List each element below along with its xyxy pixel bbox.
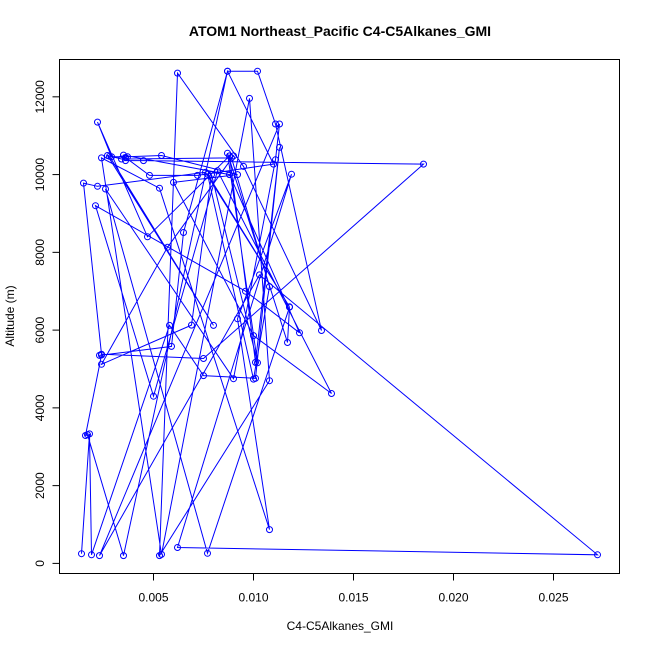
data-point: [96, 552, 103, 560]
data-point: [272, 156, 279, 164]
data-point: [200, 372, 207, 380]
data-point: [98, 360, 105, 368]
data-point: [276, 120, 283, 128]
x-tick-label: 0.020: [438, 591, 468, 605]
data-point: [94, 118, 101, 126]
data-point: [158, 550, 165, 558]
data-point: [296, 329, 303, 337]
data-point: [254, 359, 261, 367]
data-point: [242, 287, 249, 295]
y-axis-label: Altitude (m): [3, 285, 17, 346]
data-point: [230, 152, 237, 160]
data-point: [146, 171, 153, 179]
data-point: [102, 185, 109, 193]
data-point: [266, 283, 273, 291]
y-tick-label: 10000: [33, 158, 47, 192]
y-tick-label: 4000: [33, 394, 47, 421]
chart-title: ATOM1 Northeast_Pacific C4-C5Alkanes_GMI: [189, 23, 491, 39]
data-point: [140, 157, 147, 165]
data-point: [98, 154, 105, 162]
data-point: [208, 171, 215, 179]
x-tick-label: 0.010: [238, 591, 268, 605]
data-point: [230, 375, 237, 383]
data-point: [246, 94, 253, 102]
data-point: [118, 155, 125, 163]
data-point: [122, 154, 129, 161]
data-point: [122, 157, 129, 165]
data-point: [250, 375, 257, 383]
data-point: [234, 315, 241, 323]
data-point: [250, 332, 257, 340]
data-point: [224, 149, 231, 157]
series-line: [81, 69, 599, 558]
data-point: [156, 184, 163, 192]
data-series-layer: [78, 67, 601, 560]
data-point: [166, 321, 173, 329]
y-axis: 0 2000 4000 6000 8000 10000 12000: [33, 80, 60, 567]
data-point: [318, 327, 325, 334]
data-point: [82, 432, 89, 439]
data-point: [210, 321, 217, 329]
y-tick-label: 12000: [33, 80, 47, 114]
data-point: [158, 152, 165, 159]
data-point: [266, 526, 273, 534]
data-point: [80, 179, 87, 187]
data-point: [96, 351, 103, 359]
data-point: [106, 152, 113, 160]
data-point: [420, 160, 427, 168]
data-point: [94, 182, 101, 190]
data-point: [202, 168, 209, 176]
data-point: [288, 170, 295, 178]
x-tick-label: 0.025: [538, 591, 568, 605]
x-tick-label: 0.015: [338, 591, 368, 605]
data-point: [144, 233, 151, 241]
data-point: [78, 550, 85, 558]
data-point: [286, 303, 293, 311]
data-point: [92, 202, 99, 210]
data-point: [226, 171, 233, 179]
data-point: [266, 377, 273, 385]
y-tick-label: 0: [33, 560, 47, 567]
data-point: [150, 392, 157, 400]
data-point: [272, 120, 279, 128]
data-point: [88, 551, 95, 559]
data-point: [276, 143, 283, 151]
y-tick-label: 6000: [33, 316, 47, 343]
data-point: [188, 321, 195, 329]
data-point: [224, 67, 231, 75]
x-axis: 0.005 0.010 0.015 0.020 0.025: [138, 573, 569, 605]
data-point: [194, 171, 201, 179]
data-point: [204, 170, 211, 178]
data-point: [254, 67, 261, 75]
data-point: [164, 243, 171, 251]
data-point: [180, 229, 187, 236]
y-tick-label: 8000: [33, 239, 47, 266]
data-point: [170, 178, 177, 186]
data-point: [234, 171, 241, 179]
data-point: [174, 69, 181, 77]
data-point: [228, 154, 235, 162]
data-point: [214, 167, 221, 175]
data-point: [204, 549, 211, 557]
data-point: [200, 355, 207, 362]
data-point: [256, 271, 263, 279]
data-point: [328, 390, 335, 397]
data-point: [120, 552, 127, 560]
data-point: [594, 551, 601, 559]
y-tick-label: 2000: [33, 472, 47, 499]
data-point: [240, 162, 247, 170]
x-axis-label: C4-C5Alkanes_GMI: [287, 619, 394, 633]
data-point: [174, 544, 181, 551]
data-point: [284, 339, 291, 346]
data-point: [168, 342, 175, 350]
x-tick-label: 0.005: [138, 591, 168, 605]
data-point: [270, 160, 277, 168]
